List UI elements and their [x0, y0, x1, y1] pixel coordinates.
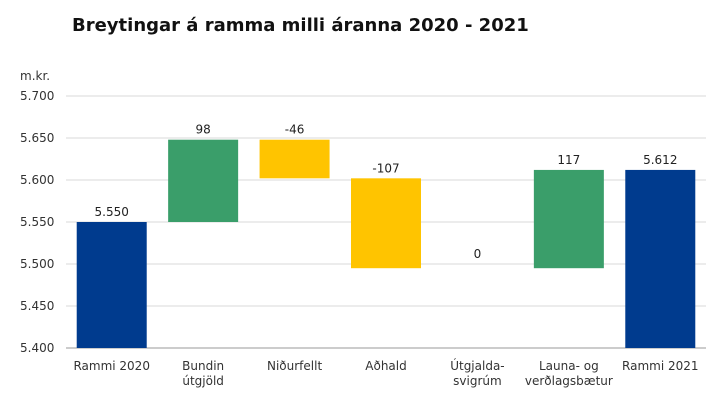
y-tick-label: 5.650: [20, 131, 54, 145]
x-category-label: Aðhald: [365, 359, 406, 373]
x-category-label: Launa- og verðlagsbætur: [525, 359, 613, 388]
y-tick-label: 5.450: [20, 299, 54, 313]
bar-total: [625, 169, 696, 348]
bar-total: [76, 222, 147, 348]
y-tick-label: 5.600: [20, 173, 54, 187]
x-category-label: Bundin útgjöld: [182, 359, 224, 388]
x-category-label: Niðurfellt: [267, 359, 322, 373]
y-tick-label: 5.400: [20, 341, 54, 355]
y-tick-label: 5.700: [20, 89, 54, 103]
data-label: -107: [372, 161, 399, 175]
x-category-label: Útgjalda-svigrúm: [450, 358, 504, 388]
data-label: 5.612: [643, 153, 677, 167]
bars: [76, 139, 696, 348]
bar-increase: [168, 139, 239, 222]
bar-decrease: [351, 178, 421, 269]
y-tick-label: 5.550: [20, 215, 54, 229]
y-axis: m.kr. 5.400 5.450 5.500 5.550 5.600 5.650 5.700: [20, 69, 706, 355]
chart-title: Breytingar á ramma milli áranna 2020 - 2…: [72, 15, 529, 36]
bar-decrease: [259, 139, 330, 179]
data-label: 5.550: [95, 205, 129, 219]
data-label: 117: [557, 153, 580, 167]
bar-increase: [533, 169, 604, 269]
x-category-label: Rammi 2020: [73, 359, 150, 373]
data-label: 98: [196, 123, 211, 137]
data-labels: 5.550 98 -46 -107 0 117 5.612: [95, 123, 678, 262]
data-label: 0: [474, 247, 482, 261]
data-label: -46: [285, 123, 305, 137]
x-axis-categories: Rammi 2020 Bundin útgjöld Niðurfellt Aðhald Ú…: [73, 358, 698, 388]
y-unit-label: m.kr.: [20, 69, 50, 83]
x-category-label: Rammi 2021: [622, 359, 699, 373]
y-tick-label: 5.500: [20, 257, 54, 271]
